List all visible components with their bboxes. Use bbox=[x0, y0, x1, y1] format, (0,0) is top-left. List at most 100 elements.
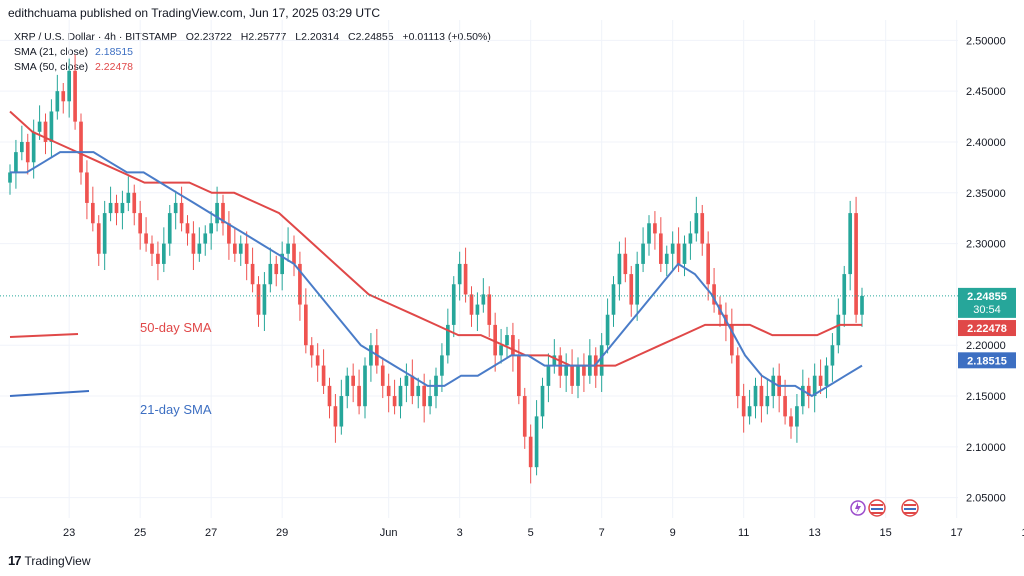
candle-down bbox=[185, 223, 190, 234]
candle-up bbox=[795, 406, 799, 427]
candle-up bbox=[416, 385, 421, 397]
y-tick-label: 2.15000 bbox=[966, 391, 1006, 403]
candle-up bbox=[475, 304, 480, 315]
candle-up bbox=[812, 375, 817, 397]
candle-up bbox=[197, 243, 202, 254]
candle-up bbox=[31, 131, 36, 163]
candle-up bbox=[670, 243, 675, 254]
candle-up bbox=[641, 243, 645, 264]
candle-up bbox=[428, 396, 432, 407]
grid bbox=[0, 20, 958, 518]
candle-down bbox=[244, 243, 249, 264]
candle-up bbox=[161, 243, 166, 264]
candle-up bbox=[848, 213, 853, 275]
x-tick-label: 25 bbox=[134, 527, 146, 539]
candle-down bbox=[132, 192, 137, 214]
svg-text:2.24855: 2.24855 bbox=[967, 291, 1007, 303]
sma21-annotation-text: 21-day SMA bbox=[140, 402, 212, 417]
candle-down bbox=[256, 284, 261, 315]
candle-down bbox=[292, 243, 296, 264]
candle-down bbox=[327, 385, 332, 407]
candle-down bbox=[73, 70, 77, 122]
y-tick-label: 2.40000 bbox=[966, 137, 1006, 149]
candle-up bbox=[102, 213, 107, 254]
y-tick-label: 2.45000 bbox=[966, 86, 1006, 98]
x-tick-label: 19 bbox=[1022, 527, 1024, 539]
candle-down bbox=[741, 396, 746, 417]
candle-up bbox=[765, 396, 770, 407]
candle-down bbox=[735, 355, 740, 397]
candle-down bbox=[854, 213, 858, 315]
high-label: H bbox=[240, 31, 249, 43]
candle-up bbox=[605, 314, 610, 346]
candle-up bbox=[440, 355, 444, 376]
x-tick-label: 29 bbox=[276, 527, 288, 539]
candle-down bbox=[783, 396, 787, 417]
candle-down bbox=[463, 263, 468, 295]
candle-up bbox=[617, 253, 622, 285]
candle-up bbox=[398, 385, 403, 407]
candle-up bbox=[635, 263, 640, 305]
candle-down bbox=[392, 396, 397, 407]
brand-name: TradingView bbox=[24, 553, 91, 568]
x-tick-label: 11 bbox=[738, 527, 749, 539]
candle-up bbox=[747, 406, 752, 417]
open-label: O bbox=[185, 31, 194, 43]
candle-up bbox=[37, 121, 42, 132]
candle-down bbox=[706, 243, 711, 285]
candle-up bbox=[67, 70, 72, 102]
sma50-annotation-text: 50-day SMA bbox=[140, 320, 212, 335]
sma21-value: 2.18515 bbox=[95, 46, 134, 58]
candle-down bbox=[96, 223, 101, 254]
x-tick-label: 23 bbox=[63, 527, 75, 539]
candle-down bbox=[410, 375, 415, 397]
candle-down bbox=[469, 294, 474, 315]
candle-up bbox=[552, 355, 557, 366]
candle-down bbox=[789, 416, 793, 427]
y-axis: 2.50000 2.45000 2.40000 2.35000 2.30000 2.200… bbox=[966, 35, 1006, 504]
candle-down bbox=[90, 202, 95, 224]
candle-down bbox=[191, 233, 196, 254]
candle-up bbox=[753, 385, 758, 407]
candle-up bbox=[694, 213, 699, 234]
candle-down bbox=[144, 233, 148, 244]
candle-up bbox=[173, 202, 178, 214]
candle-down bbox=[570, 365, 574, 386]
last-price-tag: 2.24855 30:54 bbox=[958, 287, 1016, 318]
event-icons[interactable] bbox=[850, 499, 919, 517]
candle-up bbox=[800, 385, 805, 407]
candle-up bbox=[19, 141, 24, 153]
candle-down bbox=[516, 355, 521, 397]
candle-down bbox=[522, 396, 527, 437]
candle-up bbox=[842, 274, 847, 315]
sma50-value: 2.22478 bbox=[95, 61, 134, 73]
candle-up bbox=[14, 152, 18, 173]
candle-down bbox=[493, 324, 498, 356]
candle-up bbox=[345, 375, 350, 397]
candle-down bbox=[487, 294, 492, 325]
sma50-line bbox=[9, 110, 862, 367]
candle-down bbox=[156, 253, 160, 264]
x-axis: 23 25 27 29 Jun 3 5 7 9 11 13 15 17 19 bbox=[63, 527, 1024, 539]
candle-down bbox=[333, 406, 338, 427]
candle-up bbox=[664, 253, 669, 264]
close-label: C bbox=[348, 31, 356, 43]
candle-up bbox=[203, 233, 208, 244]
candle-up bbox=[268, 263, 273, 285]
tradingview-logo-icon: 17 bbox=[8, 553, 22, 568]
candle-up bbox=[55, 91, 60, 112]
y-tick-label: 2.20000 bbox=[966, 340, 1006, 352]
candle-down bbox=[511, 335, 515, 356]
x-tick-label: 7 bbox=[599, 527, 605, 539]
candle-up bbox=[451, 284, 456, 325]
candle-up bbox=[682, 243, 687, 264]
publisher-credit: edithchuama published on TradingView.com… bbox=[8, 6, 381, 20]
candle-up bbox=[499, 345, 503, 356]
candle-down bbox=[422, 385, 427, 407]
candle-down bbox=[528, 436, 533, 468]
candle-down bbox=[818, 375, 823, 386]
footer-branding[interactable]: 17 TradingView bbox=[8, 553, 91, 568]
candle-up bbox=[108, 202, 113, 214]
candle-up bbox=[505, 335, 509, 346]
